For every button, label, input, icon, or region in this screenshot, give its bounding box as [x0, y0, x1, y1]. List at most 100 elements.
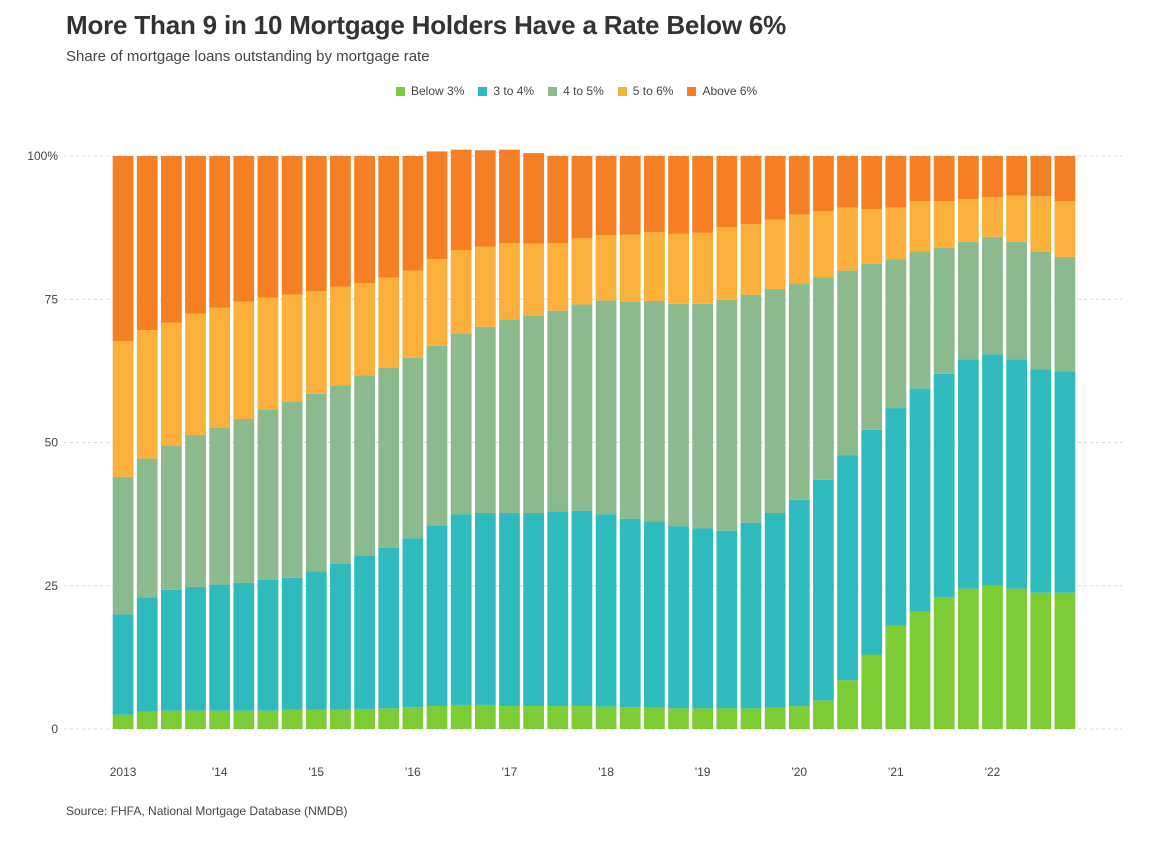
bar-segment	[136, 156, 158, 331]
bar-segment	[257, 297, 279, 410]
bar-segment	[788, 214, 810, 284]
bar-segment	[185, 156, 206, 314]
bar-segment	[499, 243, 520, 320]
bar-segment	[233, 156, 255, 302]
bar-segment	[1054, 201, 1076, 257]
bar-segment	[885, 625, 907, 729]
bar-segment	[257, 710, 279, 729]
y-tick-label: 0	[51, 722, 58, 736]
bar-segment	[668, 233, 689, 304]
bar-segment	[909, 388, 931, 612]
bar-segment	[571, 156, 593, 238]
bar-segment	[426, 525, 448, 707]
bar-segment	[354, 708, 375, 729]
bar-segment	[499, 512, 520, 707]
legend-swatch	[478, 86, 488, 96]
bar-segment	[499, 319, 520, 513]
bar-segment	[354, 156, 375, 284]
bar-segment	[1030, 196, 1052, 252]
bar-segment	[330, 286, 351, 386]
bar-segment	[354, 283, 375, 376]
x-tick-label: '19	[695, 765, 711, 779]
bar-segment	[136, 711, 158, 729]
bar-segment	[740, 156, 762, 225]
bar-segment	[764, 156, 786, 220]
bar-segment	[668, 303, 689, 527]
legend-label: 4 to 5%	[563, 84, 604, 98]
bar-segment	[112, 614, 134, 715]
bar-segment	[402, 707, 424, 729]
bar-segment	[523, 243, 545, 316]
bar-segment	[112, 341, 134, 477]
bar-segment	[788, 499, 810, 707]
bar-segment	[450, 249, 472, 334]
bar-segment	[1006, 156, 1028, 196]
bar-segment	[595, 514, 617, 707]
bar-segment	[571, 304, 593, 511]
bar-segment	[619, 518, 641, 708]
bar-segment	[378, 547, 400, 709]
bar-segment	[982, 236, 1003, 355]
bar-segment	[933, 373, 955, 598]
bar-segment	[813, 700, 834, 729]
bar-segment	[982, 585, 1003, 729]
bar-segment	[595, 156, 617, 236]
y-tick-label: 50	[45, 436, 59, 450]
bar-segment	[909, 251, 931, 389]
bar-segment	[957, 156, 979, 199]
bar-segment	[668, 526, 689, 709]
bar-segment	[257, 409, 279, 581]
y-tick-label: 25	[45, 579, 59, 593]
bar-segment	[837, 270, 858, 456]
chart-legend: Below 3% 3 to 4% 4 to 5% 5 to 6% Above 6…	[396, 84, 757, 98]
bar-segment	[813, 211, 834, 278]
bar-segment	[595, 300, 617, 515]
bar-segment	[1054, 256, 1076, 372]
bar-segment	[281, 294, 303, 402]
legend-swatch	[617, 86, 627, 96]
bar-segment	[643, 521, 665, 708]
bar-segment	[354, 555, 375, 709]
bar-segment	[112, 156, 134, 342]
bar-segment	[692, 303, 714, 529]
bar-segment	[1054, 592, 1076, 729]
x-tick-label: '14	[212, 765, 228, 779]
bar-segment	[281, 156, 303, 295]
bar-segment	[909, 156, 931, 202]
bar-segment	[378, 708, 400, 729]
bar-segment	[1006, 588, 1028, 729]
bar-segment	[957, 588, 979, 729]
bar-segment	[933, 201, 955, 248]
bar-segment	[233, 710, 255, 729]
bar-segment	[209, 427, 231, 585]
bar-segment	[933, 597, 955, 729]
bar-segment	[378, 156, 400, 278]
legend-label: Below 3%	[411, 84, 465, 98]
y-tick-label: 100%	[27, 149, 58, 163]
bar-segment	[764, 512, 786, 708]
x-tick-label: '20	[791, 765, 807, 779]
legend-swatch	[548, 86, 558, 96]
bar-segment	[595, 235, 617, 301]
bar-segment	[740, 294, 762, 523]
bar-segment	[571, 510, 593, 707]
legend-swatch	[396, 86, 405, 96]
bar-segment	[643, 232, 665, 301]
bar-segment	[305, 571, 327, 710]
y-tick-label: 75	[45, 292, 59, 306]
bar-segment	[185, 586, 206, 711]
bar-segment	[1030, 369, 1052, 593]
bar-segment	[547, 156, 569, 244]
bar-segment	[1054, 156, 1076, 202]
bar-segment	[813, 479, 834, 701]
bar-segment	[885, 408, 907, 626]
bar-segment	[426, 345, 448, 526]
bar-segment	[571, 706, 593, 729]
bar-segment	[1006, 195, 1028, 242]
bar-segment	[788, 156, 810, 215]
bar-segment	[281, 577, 303, 710]
bar-segment	[233, 582, 255, 711]
bar-segment	[716, 156, 738, 228]
bar-segment	[136, 597, 158, 712]
bar-segment	[957, 241, 979, 360]
